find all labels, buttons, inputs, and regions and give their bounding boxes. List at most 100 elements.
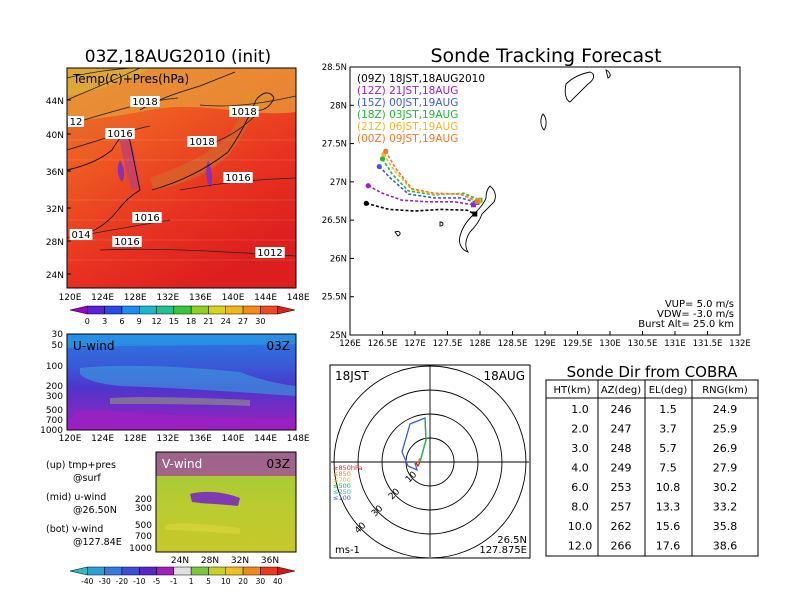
colorbar-swatch (277, 566, 296, 576)
pressure-tick-label: 30 (52, 330, 64, 340)
table-cell: 253 (611, 481, 632, 494)
colorbar-swatch (87, 566, 105, 576)
polar-time: 18JST (335, 369, 369, 383)
temp-map-label: Temp(C)+Pres(hPa) (72, 72, 189, 86)
polar-unit: ms-1 (335, 545, 360, 556)
table-cell: 2.0 (571, 423, 589, 436)
temp-map-title: 03Z,18AUG2010 (init) (85, 47, 271, 67)
tracking-lon-ticks: 126E 126.5E 127E 127.5E 128E 128.5E 129E 129.5E… (339, 331, 751, 349)
vwind-time: 03Z (267, 457, 291, 471)
table-cell: 5.7 (659, 442, 677, 455)
isobar-label: 1016 (225, 173, 250, 184)
vwind-label: V-wind (162, 457, 202, 471)
lon-tick-label: 127E (404, 339, 426, 349)
pressure-tick-label: 200 (46, 382, 63, 392)
table-cell: 1.5 (659, 403, 677, 416)
lon-tick-label: 128E (124, 293, 147, 303)
colorbar-tick-label: 9 (137, 317, 142, 326)
lon-tick-label: 129E (534, 339, 556, 349)
table-cell: 35.8 (713, 520, 738, 533)
lon-tick-label: 126.5E (368, 339, 398, 349)
colorbar-tick-label: 10 (221, 577, 231, 586)
table-cell: 10.8 (656, 481, 681, 494)
colorbar-tick-label: 27 (238, 317, 248, 326)
table-cell: 248 (611, 442, 632, 455)
table-cell: 7.5 (659, 462, 677, 475)
isobar-label-bg (67, 116, 85, 127)
isobar-label: 014 (71, 230, 90, 241)
lat-tick-label: 24N (46, 271, 64, 281)
track-end-point (474, 199, 480, 205)
isobar-label-bg (187, 136, 217, 147)
lat-tick-label: 27N (330, 178, 347, 188)
uwind-plot (66, 333, 297, 431)
isobar-labels: 1018 1018 12 1016 1018 1016 1016 014 1016 1012 (67, 96, 285, 259)
isobar-label-bg (105, 128, 135, 139)
colorbar-tick-label: 12 (151, 317, 161, 326)
lon-tick-label: 140E (222, 293, 245, 303)
track-line (378, 165, 478, 204)
lat-tick-label: 32N (46, 205, 64, 215)
lat-tick-label: 28N (46, 238, 64, 248)
tracking-legend: (09Z) 18JST,18AUG2010(12Z) 21JST,18AUG(1… (357, 73, 485, 145)
colorbar-swatch (225, 305, 244, 315)
track-line (381, 158, 481, 201)
isobar-label-bg (112, 236, 142, 247)
table-cell: 12.0 (568, 540, 593, 553)
colorbar-tick-label: -5 (153, 577, 161, 586)
lat-tick-label: 24N (171, 556, 189, 566)
isobar-label: 1016 (134, 213, 159, 224)
track-line (367, 184, 474, 206)
lon-tick-label: 130E (599, 339, 621, 349)
pressure-tick-label: 500 (46, 406, 63, 416)
tracking-title: Sonde Tracking Forecast (430, 45, 661, 67)
table-cell: 15.6 (656, 520, 681, 533)
table-row: 1.0 246 1.5 24.9 (571, 403, 737, 416)
lon-tick-label: 136E (189, 434, 212, 444)
direction-table (545, 379, 759, 557)
table-cell: 4.0 (571, 462, 589, 475)
lat-tick-label: 26.5N (322, 216, 347, 226)
lon-tick-label: 128.5E (498, 339, 528, 349)
polar-lat: 26.5N (497, 535, 527, 546)
lat-tick-label: 27.5N (322, 140, 347, 150)
isobar-label: 1016 (107, 129, 132, 140)
colorbar-swatch (260, 305, 278, 315)
pressure-tick-label: 1000 (129, 544, 152, 554)
track-end-point (471, 202, 476, 208)
pressure-legend-entry: ≤700 (333, 476, 351, 484)
colorbar-swatch (156, 566, 175, 576)
colorbar-swatch (121, 305, 140, 315)
table-row: 12.0 266 17.6 38.6 (568, 540, 738, 553)
temp-map-lat-ticks: 44N 40N 36N 32N 28N 24N (46, 97, 71, 281)
colorbar-tick-label: 0 (85, 317, 90, 326)
table-cell: 266 (611, 540, 632, 553)
table-cell: 3.7 (659, 423, 677, 436)
colorbar-tick-label: -40 (81, 577, 93, 586)
note-line: @surf (73, 473, 101, 484)
table-cell: 8.0 (571, 501, 589, 514)
colorbar-swatch (242, 305, 261, 315)
track-param: VUP= 5.0 m/s (665, 299, 734, 310)
table-title: Sonde Dir from COBRA (567, 363, 738, 381)
table-cell: 249 (611, 462, 632, 475)
track-launch-point (363, 200, 369, 206)
isobar-label-bg (223, 172, 253, 183)
colorbar-tick-label: 3 (102, 317, 107, 326)
track-param: VDW= -3.0 m/s (657, 309, 734, 320)
lat-tick-label: 25.5N (322, 293, 347, 303)
table-cell: 257 (611, 501, 632, 514)
colorbar-tick-label: 20 (238, 577, 248, 586)
table-cell: 26.9 (713, 442, 738, 455)
table-row: 3.0 248 5.7 26.9 (571, 442, 737, 455)
pressure-legend-entry: ≤100 (333, 494, 351, 502)
tracking-plot (349, 66, 741, 336)
colorbar-tick-label: 21 (203, 317, 213, 326)
direction-table-cells: HT(km) AZ(deg) EL(deg) RNG(km) 1.0 246 1.5 24.9… (554, 385, 748, 553)
lon-tick-label: 129.5E (563, 339, 593, 349)
colorbar-swatch (138, 305, 157, 315)
table-cell: 247 (611, 423, 632, 436)
colorbar-tick-label: 30 (256, 577, 266, 586)
